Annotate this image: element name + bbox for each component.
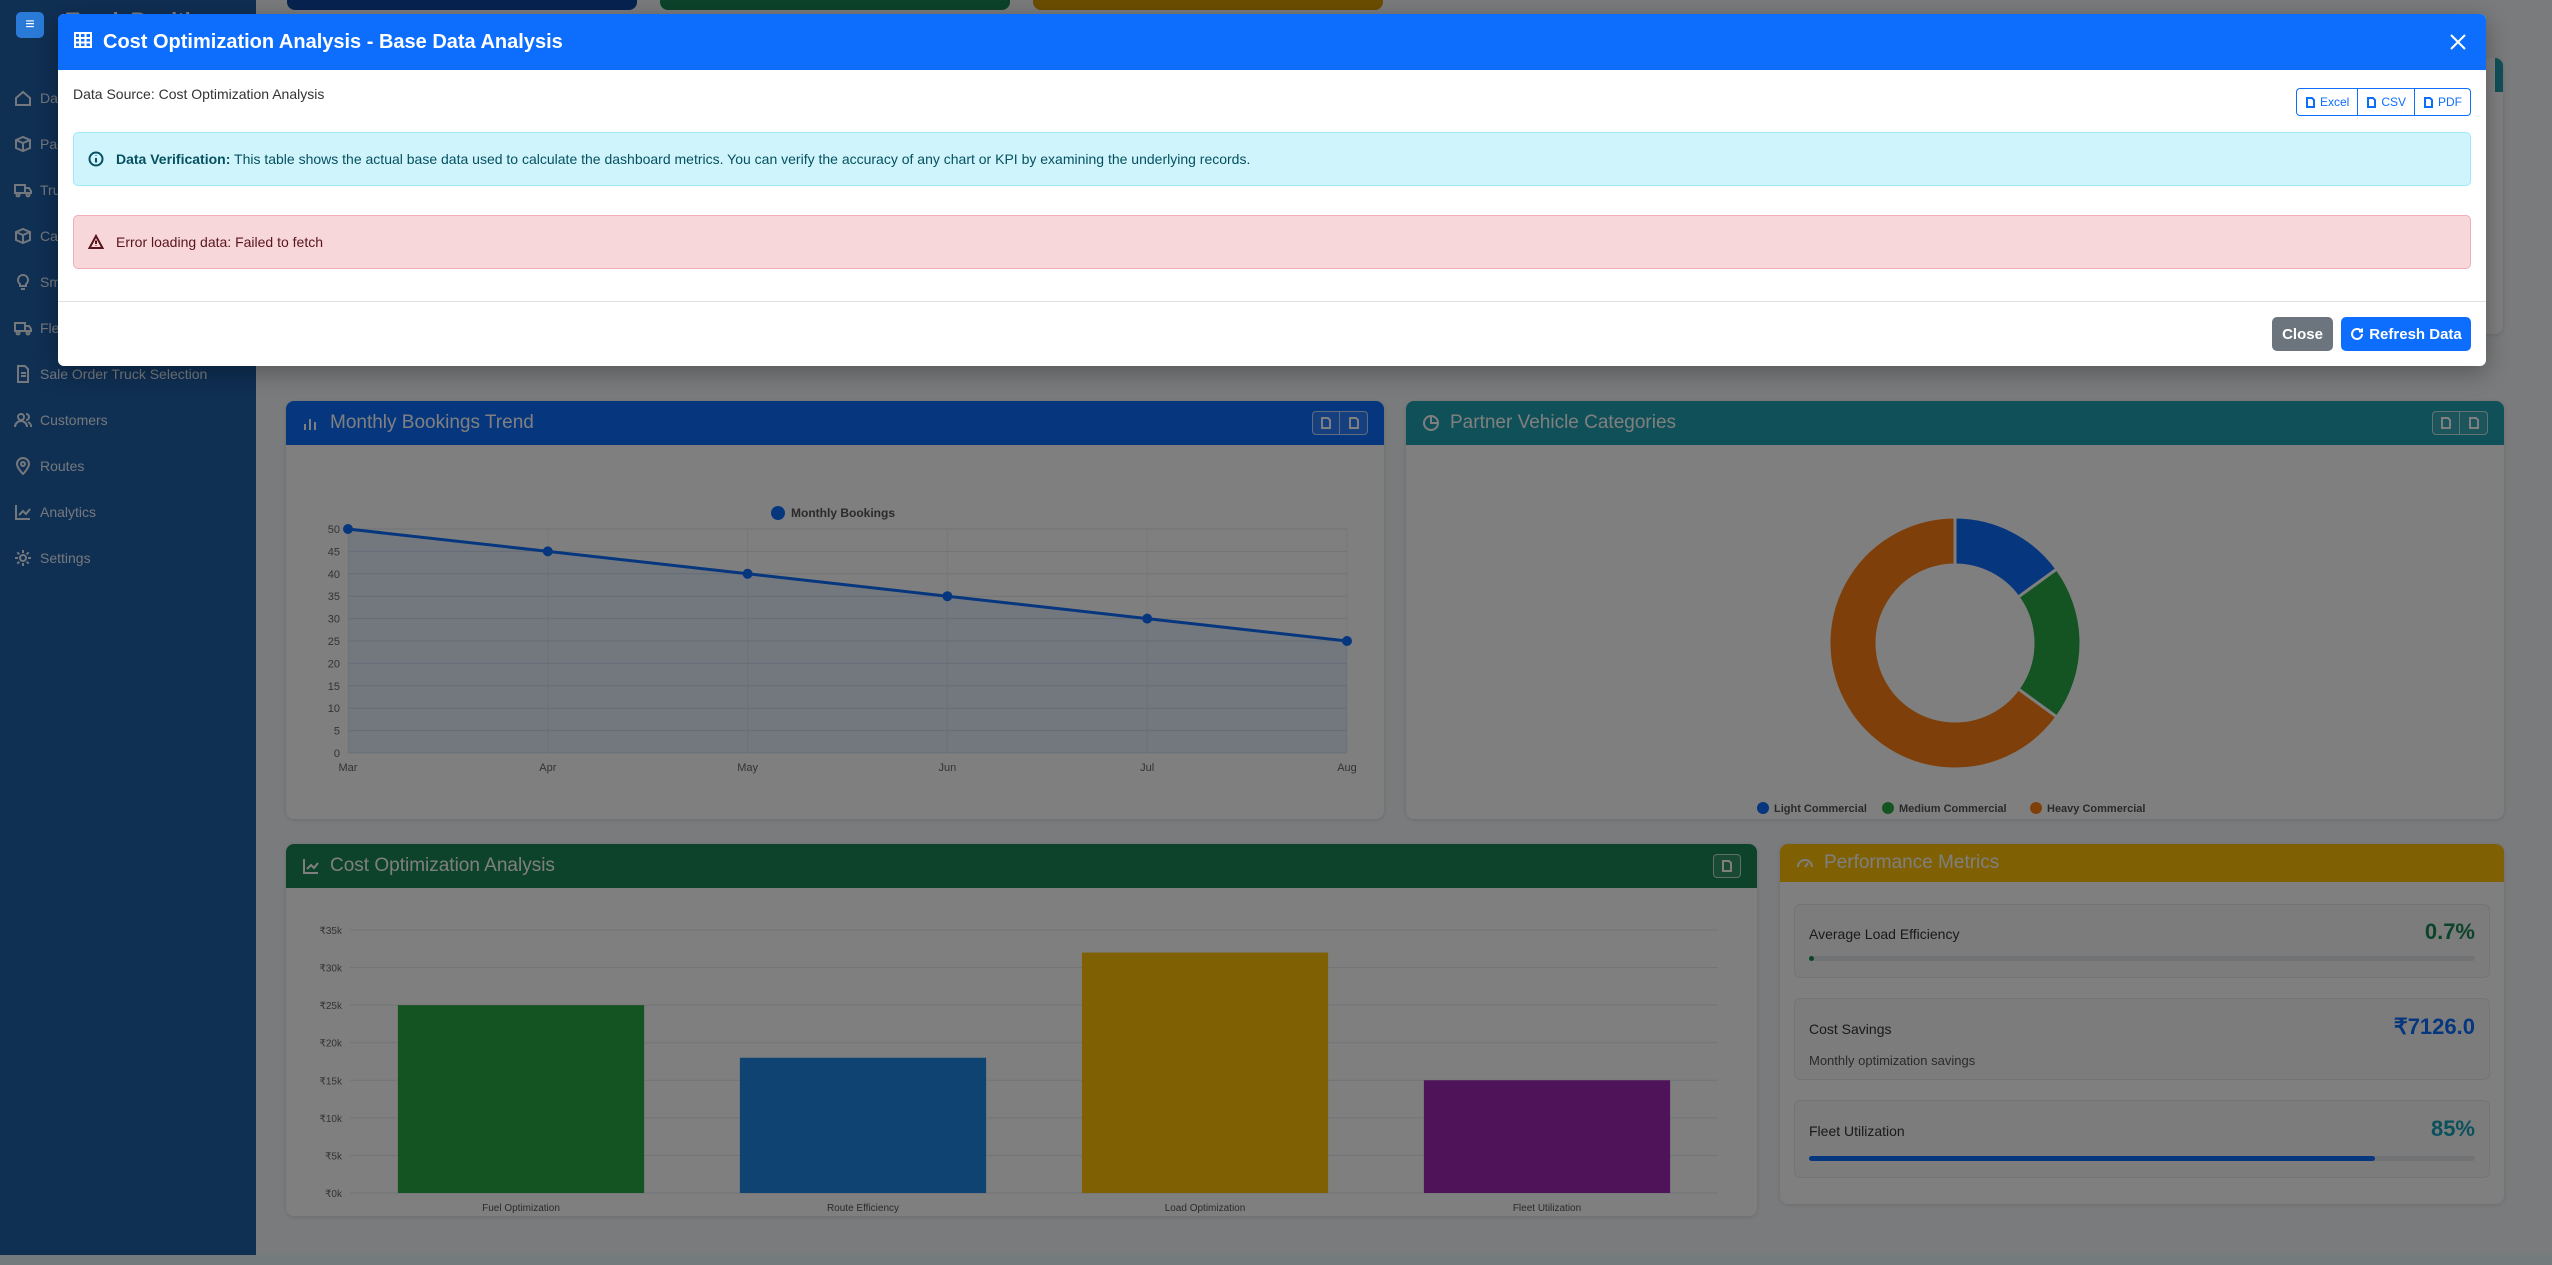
info-strong: Data Verification:	[116, 151, 231, 167]
modal-footer	[58, 301, 2486, 366]
error-text: Error loading data: Failed to fetch	[116, 234, 324, 250]
info-alert: Data Verification: This table shows the …	[73, 132, 2471, 186]
modal-title: Cost Optimization Analysis - Base Data A…	[103, 30, 563, 53]
data-source-text: Data Source: Cost Optimization Analysis	[73, 86, 325, 102]
export-pdf-button[interactable]: PDF	[2415, 88, 2471, 116]
error-alert: Error loading data: Failed to fetch	[73, 215, 2471, 269]
data-analysis-modal: Cost Optimization Analysis - Base Data A…	[58, 14, 2486, 366]
info-body: This table shows the actual base data us…	[230, 151, 1251, 167]
close-icon[interactable]	[2445, 29, 2471, 55]
export-excel-label: Excel	[2319, 95, 2350, 109]
export-pdf-label: PDF	[2438, 95, 2462, 109]
info-text: Data Verification: This table shows the …	[116, 151, 1250, 167]
info-icon	[88, 151, 104, 167]
refresh-icon	[2351, 327, 2364, 340]
export-csv-button[interactable]: CSV	[2358, 88, 2415, 116]
refresh-label: Refresh Data	[2369, 325, 2462, 343]
export-button-group: Excel CSV PDF	[2295, 88, 2471, 116]
refresh-data-button[interactable]: Refresh Data	[2341, 317, 2471, 351]
export-excel-button[interactable]: Excel	[2295, 88, 2359, 116]
export-csv-label: CSV	[2381, 95, 2406, 109]
table-icon	[73, 30, 93, 55]
menu-toggle-button[interactable]: ≡	[16, 12, 44, 38]
modal-header: Cost Optimization Analysis - Base Data A…	[58, 14, 2486, 70]
close-button[interactable]: Close	[2272, 317, 2333, 351]
warning-icon	[88, 234, 104, 249]
